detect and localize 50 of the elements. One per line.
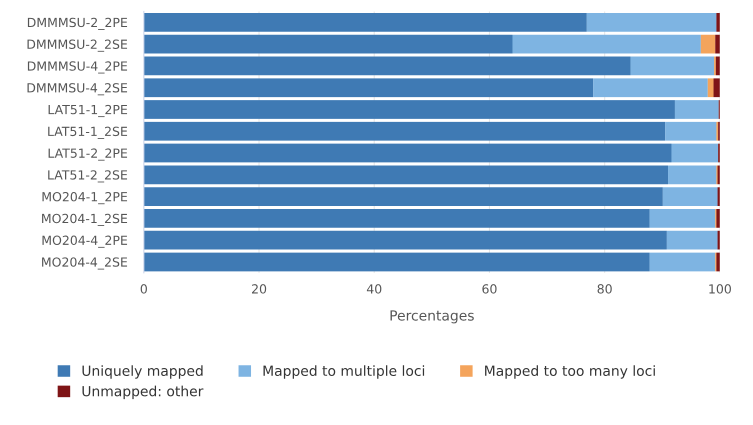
bar <box>668 165 716 184</box>
y-tick-label: MO204-4_2PE <box>42 236 128 248</box>
y-tick-label: MO204-1_2SE <box>42 214 128 226</box>
bar <box>674 100 719 119</box>
bar <box>593 78 708 98</box>
legend-label: Unmapped: other <box>82 386 204 400</box>
bar <box>666 230 718 250</box>
bar <box>630 56 714 76</box>
bar <box>665 122 716 141</box>
bar <box>144 187 663 206</box>
y-tick-label: DMMMSU-2_2PE <box>28 18 128 30</box>
x-axis-title: Percentages <box>390 310 474 324</box>
bar <box>671 144 718 162</box>
y-tick-label: LAT51-1_2SE <box>48 126 128 139</box>
bar <box>144 13 587 32</box>
y-tick-label: LAT51-2_2SE <box>48 170 128 182</box>
bar <box>144 209 650 228</box>
bar <box>708 78 714 98</box>
y-tick-label: MO204-4_2SE <box>42 257 128 270</box>
bar <box>144 252 650 272</box>
bar <box>144 122 666 141</box>
legend-label: Uniquely mapped <box>82 365 203 379</box>
bar <box>650 209 716 228</box>
x-tick-label: 20 <box>252 284 266 294</box>
bar <box>586 13 716 32</box>
bar <box>144 230 667 250</box>
x-tick-label: 40 <box>366 284 382 294</box>
legend-label: Mapped to multiple loci <box>264 365 424 379</box>
bar <box>714 78 720 98</box>
x-tick-label: 100 <box>709 284 731 294</box>
x-tick-label: 0 <box>140 284 147 294</box>
bar <box>144 34 512 54</box>
bar <box>144 144 672 162</box>
bar <box>650 252 716 272</box>
y-tick-label: MO204-1_2PE <box>42 192 128 204</box>
y-tick-label: LAT51-1_2PE <box>48 104 128 118</box>
bar <box>144 165 668 184</box>
x-tick-label: 80 <box>598 284 612 294</box>
y-tick-label: DMMMSU-4_2PE <box>28 61 128 74</box>
y-tick-label: DMMMSU-4_2SE <box>28 83 128 96</box>
bar <box>662 187 718 206</box>
bar <box>144 78 594 98</box>
legend-label: Mapped to too many loci <box>485 365 655 379</box>
y-tick-label: DMMMSU-2_2SE <box>28 40 128 52</box>
y-tick-label: LAT51-2_2PE <box>48 148 128 161</box>
bar <box>144 100 675 119</box>
bar <box>700 34 716 54</box>
bar <box>144 56 631 76</box>
bar <box>512 34 701 54</box>
x-tick-label: 60 <box>482 284 497 294</box>
